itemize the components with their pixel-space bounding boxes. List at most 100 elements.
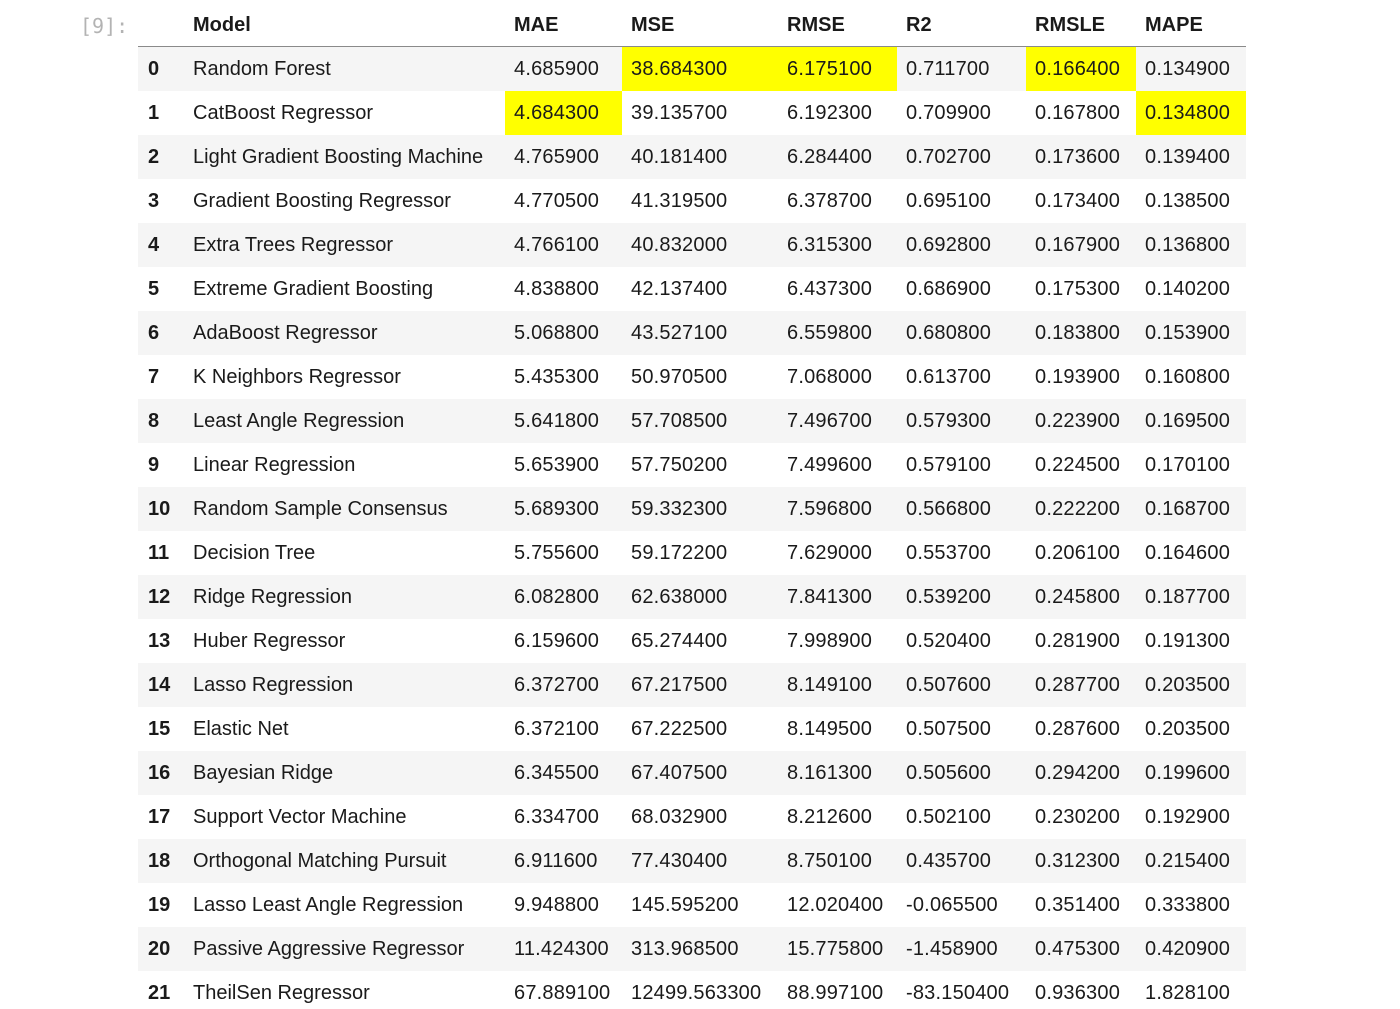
cell-rmse: 8.212600 [787,805,873,828]
cell-model: Passive Aggressive Regressor [193,937,465,960]
cell-rmse: 7.496700 [787,409,873,432]
cell-rmsle: 0.230200 [1035,805,1121,828]
header-mae: MAE [505,4,622,47]
cell-rmsle: 0.183800 [1035,321,1121,344]
header-r2: R2 [897,4,1026,47]
row-index: 6 [148,321,160,344]
cell-mse: 67.217500 [631,673,728,696]
cell-model: Random Sample Consensus [193,497,448,520]
cell-mape: 1.828100 [1145,981,1231,1004]
cell-rmsle: 0.193900 [1035,365,1121,388]
cell-model: TheilSen Regressor [193,981,370,1004]
cell-rmsle: 0.167900 [1035,233,1121,256]
cell-mse: 38.684300 [622,46,778,91]
model-comparison-table: Model MAE MSE RMSE R2 RMSLE MAPE 0 Random… [138,4,1246,1009]
row-index: 20 [148,937,171,960]
cell-mape: 0.168700 [1145,497,1231,520]
cell-rmse: 88.997100 [787,981,884,1004]
cell-mae: 4.765900 [514,145,600,168]
cell-rmsle: 0.223900 [1035,409,1121,432]
cell-rmsle: 0.294200 [1035,761,1121,784]
cell-mse: 39.135700 [631,101,728,124]
cell-mape: 0.164600 [1145,541,1231,564]
cell-r2: 0.505600 [906,761,992,784]
table-row: 13 Huber Regressor 6.159600 65.274400 7.9989… [138,619,1246,663]
cell-rmse: 6.437300 [787,277,873,300]
cell-mae: 4.838800 [514,277,600,300]
cell-rmse: 15.775800 [787,937,884,960]
cell-model: Extra Trees Regressor [193,233,394,256]
cell-rmsle: 0.224500 [1035,453,1121,476]
cell-mse: 313.968500 [631,937,739,960]
cell-mape: 0.170100 [1145,453,1231,476]
cell-mae: 6.372100 [514,717,600,740]
cell-mae: 6.082800 [514,585,600,608]
header-index [138,4,184,47]
cell-rmsle: 0.312300 [1035,849,1121,872]
cell-r2: 0.695100 [906,189,992,212]
cell-r2: -83.150400 [906,981,1010,1004]
table-row: 12 Ridge Regression 6.082800 62.638000 7.841… [138,575,1246,619]
cell-mape: 0.203500 [1145,673,1231,696]
cell-mape: 0.420900 [1145,937,1231,960]
table-row: 4 Extra Trees Regressor 4.766100 40.832000 6… [138,223,1246,267]
cell-mae: 6.372700 [514,673,600,696]
cell-rmse: 6.378700 [787,189,873,212]
cell-mse: 59.172200 [631,541,728,564]
cell-model: CatBoost Regressor [193,101,374,124]
cell-rmse: 7.596800 [787,497,873,520]
row-index: 0 [148,57,160,80]
cell-mae: 4.684300 [505,91,622,135]
cell-mse: 59.332300 [631,497,728,520]
cell-mae: 5.689300 [514,497,600,520]
cell-mse: 40.832000 [631,233,728,256]
cell-rmse: 7.068000 [787,365,873,388]
cell-mse: 77.430400 [631,849,728,872]
cell-r2: -0.065500 [906,893,998,916]
row-index: 5 [148,277,160,300]
cell-r2: 0.579100 [906,453,992,476]
cell-mae: 4.770500 [514,189,600,212]
cell-model: Gradient Boosting Regressor [193,189,451,212]
row-index: 2 [148,145,160,168]
cell-mae: 6.159600 [514,629,600,652]
cell-r2: 0.566800 [906,497,992,520]
cell-rmsle: 0.936300 [1035,981,1121,1004]
cell-r2: 0.711700 [906,57,990,80]
cell-mape: 0.153900 [1145,321,1231,344]
row-index: 1 [148,101,160,124]
cell-mse: 12499.563300 [631,981,762,1004]
cell-r2: 0.539200 [906,585,992,608]
row-index: 15 [148,717,171,740]
cell-rmse: 8.149100 [787,673,873,696]
cell-model: Light Gradient Boosting Machine [193,145,484,168]
row-index: 18 [148,849,171,872]
row-index: 7 [148,365,160,388]
row-index: 16 [148,761,171,784]
cell-r2: 0.692800 [906,233,992,256]
cell-rmse: 6.315300 [787,233,873,256]
table-row: 3 Gradient Boosting Regressor 4.770500 41.3… [138,179,1246,223]
cell-mae: 5.641800 [514,409,600,432]
cell-mae: 5.435300 [514,365,600,388]
cell-mse: 145.595200 [631,893,739,916]
cell-mse: 42.137400 [631,277,728,300]
cell-r2: 0.507500 [906,717,992,740]
table-row: 17 Support Vector Machine 6.334700 68.03290… [138,795,1246,839]
cell-rmsle: 0.206100 [1035,541,1121,564]
cell-mae: 6.334700 [514,805,600,828]
cell-mae: 11.424300 [514,937,609,960]
row-index: 13 [148,629,171,652]
table-row: 6 AdaBoost Regressor 5.068800 43.527100 6.55… [138,311,1246,355]
cell-mse: 41.319500 [631,189,728,212]
cell-rmsle: 0.173400 [1035,189,1121,212]
cell-r2: 0.702700 [906,145,992,168]
cell-mape: 0.191300 [1145,629,1231,652]
table-row: 2 Light Gradient Boosting Machine 4.765900… [138,135,1246,179]
table-row: 15 Elastic Net 6.372100 67.222500 8.149500 0.… [138,707,1246,751]
cell-prompt: [9]: [80,14,129,38]
table-body: 0 Random Forest 4.685900 38.684300 6.175100 0… [138,46,1246,1009]
cell-r2: 0.686900 [906,277,992,300]
table-row: 5 Extreme Gradient Boosting 4.838800 42.137… [138,267,1246,311]
cell-mape: 0.333800 [1145,893,1231,916]
